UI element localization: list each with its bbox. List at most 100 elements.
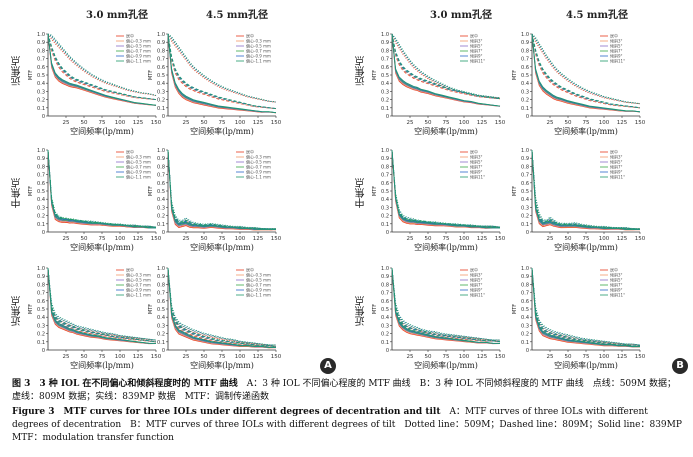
y-axis-label: MTF [148, 70, 154, 80]
y-tick-label: 0.3 [37, 89, 45, 95]
y-tick-label: 0.5 [37, 73, 45, 79]
mtf-panel-B-45mm-1: 0 0.1 0.2 0.3 0.4 0.5 0.6 0.7 0.8 0.9 1.0 25 50 75 100… [512, 148, 646, 252]
y-tick-label: 1.0 [521, 148, 529, 154]
y-tick-label: 0.5 [521, 189, 529, 195]
mtf-curve-dashed-5 [167, 33, 277, 109]
legend-label: 倾斜5° [610, 277, 623, 283]
mtf-panel-A-3mm-0: 0 0.1 0.2 0.3 0.4 0.5 0.6 0.7 0.8 0.9 1.0 25 50 75 100… [28, 32, 162, 136]
x-tick-label: 100 [115, 120, 126, 126]
mtf-curve-dotted-2 [391, 149, 501, 228]
x-tick-label: 75 [443, 120, 450, 126]
y-tick-label: 0.4 [521, 81, 529, 87]
mtf-curve-dotted-4 [47, 33, 157, 96]
mtf-curve-dashed-5 [47, 267, 157, 343]
legend-label: 倾斜7° [470, 48, 483, 54]
y-tick-label: 0.6 [381, 181, 389, 187]
y-tick-label: 0.8 [157, 48, 165, 54]
legend-label: 偏心-0.5 mm [126, 43, 151, 49]
legend-label: 偏心-0.3 mm [126, 38, 151, 44]
y-tick-label: 0.1 [521, 222, 529, 228]
x-tick-label: 125 [253, 236, 264, 242]
y-tick-label: 0.3 [521, 205, 529, 211]
y-tick-label: 0.1 [521, 340, 529, 346]
legend-label: 偏心-1.1 mm [126, 174, 151, 180]
x-tick-label: 150 [271, 236, 282, 242]
y-tick-label: 0.9 [157, 274, 165, 280]
y-tick-label: 0 [526, 114, 529, 120]
y-tick-label: 0.9 [521, 40, 529, 46]
y-tick-label: 0.1 [37, 340, 45, 346]
mtf-curve-dashed-2 [531, 149, 641, 230]
x-axis-label: 空间频率(lp/mm) [190, 360, 254, 370]
legend-label: 居中 [610, 33, 618, 39]
mtf-curve-solid-5 [531, 149, 641, 230]
mtf-curve-solid-5 [531, 33, 641, 113]
y-tick-label: 0.7 [157, 173, 165, 179]
mtf-curve-solid-2 [531, 149, 640, 231]
legend-label: 居中 [246, 33, 254, 39]
y-tick-label: 0.5 [37, 307, 45, 313]
y-tick-label: 0.7 [381, 173, 389, 179]
legend-label: 偏心-0.7 mm [246, 164, 271, 170]
figure-caption: 图 3 3 种 IOL 在不同偏心和倾斜程度时的 MTF 曲线 A：3 种 IO… [12, 378, 691, 445]
x-tick-label: 150 [635, 354, 646, 360]
x-tick-label: 75 [443, 354, 450, 360]
y-tick-label: 1.0 [381, 148, 389, 154]
x-tick-label: 25 [63, 120, 70, 126]
mtf-curve-solid-4 [391, 149, 500, 229]
legend-label: 偏心-0.9 mm [246, 287, 271, 293]
x-tick-label: 75 [219, 354, 226, 360]
legend-label: 倾斜9° [610, 287, 623, 293]
y-tick-label: 0.8 [37, 282, 45, 288]
mtf-curve-solid-3 [391, 33, 501, 107]
x-tick-label: 50 [565, 120, 572, 126]
legend-label: 倾斜7° [610, 282, 623, 288]
y-tick-label: 0.7 [521, 291, 529, 297]
mtf-curve-dashed-3 [531, 33, 641, 109]
x-tick-label: 125 [617, 354, 628, 360]
mtf-curve-solid-5 [391, 33, 501, 107]
mtf-curve-dashed-3 [391, 149, 501, 228]
legend-label: 倾斜5° [610, 43, 623, 49]
legend-label: 倾斜5° [470, 43, 483, 49]
legend-label: 倾斜11° [610, 292, 625, 298]
y-tick-label: 0 [42, 230, 45, 236]
x-tick-label: 125 [133, 354, 144, 360]
x-tick-label: 150 [151, 236, 162, 242]
y-tick-label: 0.6 [157, 65, 165, 71]
x-tick-label: 50 [565, 236, 572, 242]
mtf-curve-dashed-5 [531, 149, 641, 230]
x-tick-label: 50 [425, 120, 432, 126]
y-tick-label: 0.8 [521, 48, 529, 54]
y-tick-label: 0.1 [37, 106, 45, 112]
mtf-curve-dotted-3 [47, 33, 157, 96]
x-tick-label: 50 [201, 354, 208, 360]
mtf-curve-dotted-2 [47, 33, 157, 96]
x-axis-label: 空间频率(lp/mm) [190, 242, 254, 252]
y-tick-label: 1.0 [37, 148, 45, 154]
mtf-curve-dashed-1 [167, 267, 277, 348]
y-tick-label: 0.1 [381, 106, 389, 112]
y-tick-label: 0.1 [157, 106, 165, 112]
mtf-curve-dashed-0 [47, 267, 157, 343]
x-tick-label: 125 [253, 354, 264, 360]
x-tick-label: 25 [63, 236, 70, 242]
legend-label: 倾斜3° [610, 38, 623, 44]
mtf-curve-dotted-2 [167, 33, 277, 103]
legend-label: 偏心-0.9 mm [126, 53, 151, 59]
x-tick-label: 125 [133, 236, 144, 242]
legend-label: 倾斜9° [610, 53, 623, 59]
x-tick-label: 100 [459, 236, 470, 242]
x-tick-label: 150 [635, 236, 646, 242]
mtf-curve-solid-5 [167, 267, 277, 348]
mtf-curve-solid-1 [531, 149, 641, 231]
x-tick-label: 50 [425, 354, 432, 360]
x-tick-label: 125 [477, 354, 488, 360]
mtf-curve-dashed-4 [391, 149, 501, 228]
